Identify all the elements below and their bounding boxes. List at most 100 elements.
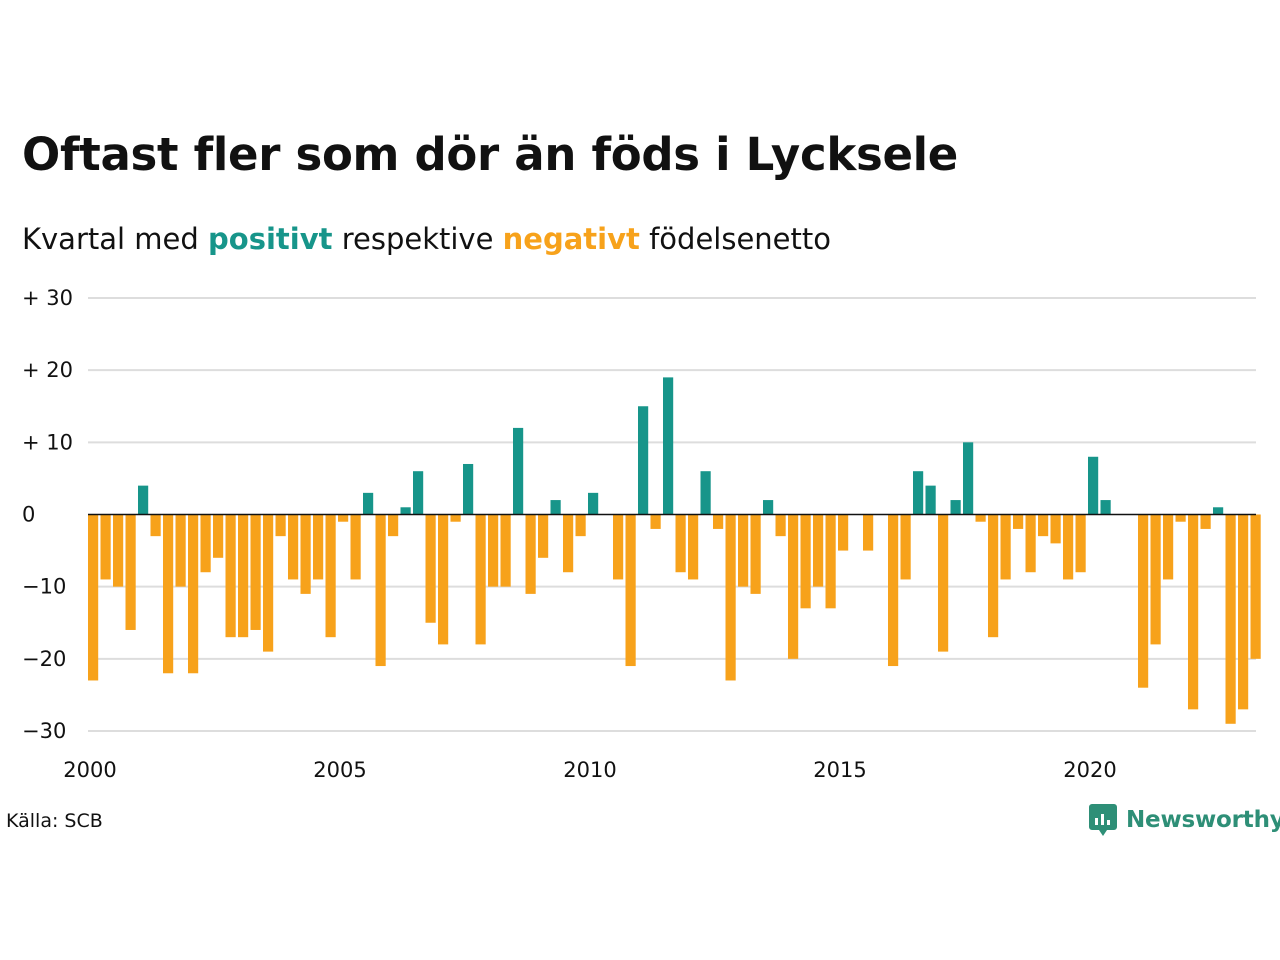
bar-positive xyxy=(950,500,961,515)
bar-negative xyxy=(1250,514,1261,659)
bar-positive xyxy=(363,492,374,515)
bar-negative xyxy=(1238,514,1249,710)
bar-negative xyxy=(988,514,999,638)
x-tick-label: 2000 xyxy=(63,758,116,782)
bar-negative xyxy=(250,514,261,630)
y-tick-label: + 30 xyxy=(22,286,73,310)
subtitle-middle: respektive xyxy=(341,222,494,256)
bar-negative xyxy=(675,514,686,573)
bar-negative xyxy=(325,514,336,638)
bar-positive xyxy=(763,500,774,515)
x-tick-label: 2020 xyxy=(1063,758,1116,782)
bar-negative xyxy=(750,514,761,594)
bar-positive xyxy=(513,427,524,515)
bar-negative xyxy=(613,514,624,580)
bar-positive xyxy=(638,406,649,515)
bar-negative xyxy=(338,514,349,522)
bar-negative xyxy=(200,514,211,573)
bar-negative xyxy=(113,514,124,587)
bar-negative xyxy=(838,514,849,551)
bar-negative xyxy=(1200,514,1211,529)
bar-negative xyxy=(975,514,986,522)
bar-negative xyxy=(1063,514,1074,580)
bar-negative xyxy=(813,514,824,587)
bar-negative xyxy=(738,514,749,587)
bar-negative xyxy=(238,514,249,638)
bar-positive xyxy=(1213,507,1224,515)
bar-negative xyxy=(175,514,186,587)
subtitle-negative: negativt xyxy=(502,222,640,256)
y-tick-label: + 20 xyxy=(22,358,73,382)
chart-subtitle: Kvartal med positivt respektive negativt… xyxy=(22,222,831,256)
newsworthy-logo-icon xyxy=(1089,804,1117,836)
subtitle-prefix: Kvartal med xyxy=(22,222,199,256)
bar-negative xyxy=(388,514,399,537)
bar-negative xyxy=(150,514,161,537)
bar-negative xyxy=(863,514,874,551)
bar-negative xyxy=(100,514,111,580)
bar-negative xyxy=(650,514,661,529)
bar-positive xyxy=(700,471,711,515)
bar-positive xyxy=(413,471,424,515)
y-tick-label: −30 xyxy=(22,719,66,743)
bar-negative xyxy=(888,514,899,667)
bar-positive xyxy=(1088,456,1099,515)
bar-negative xyxy=(1038,514,1049,537)
bar-positive xyxy=(400,507,411,515)
bar-negative xyxy=(1050,514,1061,544)
x-tick-label: 2005 xyxy=(313,758,366,782)
bar-negative xyxy=(1188,514,1199,710)
bar-negative xyxy=(525,514,536,594)
bar-negative xyxy=(450,514,461,522)
bar-negative xyxy=(1163,514,1174,580)
bar-negative xyxy=(688,514,699,580)
source-note: Källa: SCB xyxy=(6,810,103,832)
bar-negative xyxy=(1225,514,1236,724)
bar-negative xyxy=(725,514,736,681)
bar-negative xyxy=(188,514,199,674)
bar-negative xyxy=(88,514,99,681)
bar-negative xyxy=(350,514,361,580)
bar-negative xyxy=(800,514,811,609)
y-tick-label: −20 xyxy=(22,647,66,671)
bar-negative xyxy=(300,514,311,594)
bar-negative xyxy=(488,514,499,587)
bar-positive xyxy=(963,442,974,515)
bar-negative xyxy=(438,514,449,645)
bar-negative xyxy=(313,514,324,580)
bar-negative xyxy=(125,514,136,630)
bar-negative xyxy=(475,514,486,645)
bar-positive xyxy=(138,485,149,515)
bar-negative xyxy=(288,514,299,580)
bar-negative xyxy=(1025,514,1036,573)
x-tick-label: 2010 xyxy=(563,758,616,782)
bar-negative xyxy=(425,514,436,623)
bar-negative xyxy=(225,514,236,638)
bar-negative xyxy=(625,514,636,667)
bar-negative xyxy=(788,514,799,659)
chart-title: Oftast fler som dör än föds i Lycksele xyxy=(22,128,959,181)
bar-negative xyxy=(775,514,786,537)
bar-negative xyxy=(1175,514,1186,522)
bar-negative xyxy=(500,514,511,587)
y-tick-label: + 10 xyxy=(22,430,73,454)
bar-negative xyxy=(375,514,386,667)
bar-negative xyxy=(1138,514,1149,688)
bar-negative xyxy=(900,514,911,580)
bar-negative xyxy=(938,514,949,652)
bar-negative xyxy=(1075,514,1086,573)
bar-negative xyxy=(575,514,586,537)
y-tick-label: 0 xyxy=(22,503,35,527)
bar-negative xyxy=(563,514,574,573)
bar-negative xyxy=(1150,514,1161,645)
bar-negative xyxy=(275,514,286,537)
bar-positive xyxy=(663,377,674,515)
bar-negative xyxy=(1013,514,1024,529)
brand-name: Newsworthy xyxy=(1126,807,1280,833)
bar-negative xyxy=(213,514,224,558)
y-tick-label: −10 xyxy=(22,575,66,599)
bar-positive xyxy=(588,492,599,515)
x-tick-label: 2015 xyxy=(813,758,866,782)
bar-positive xyxy=(925,485,936,515)
brand-logo: Newsworthy xyxy=(1088,803,1280,837)
